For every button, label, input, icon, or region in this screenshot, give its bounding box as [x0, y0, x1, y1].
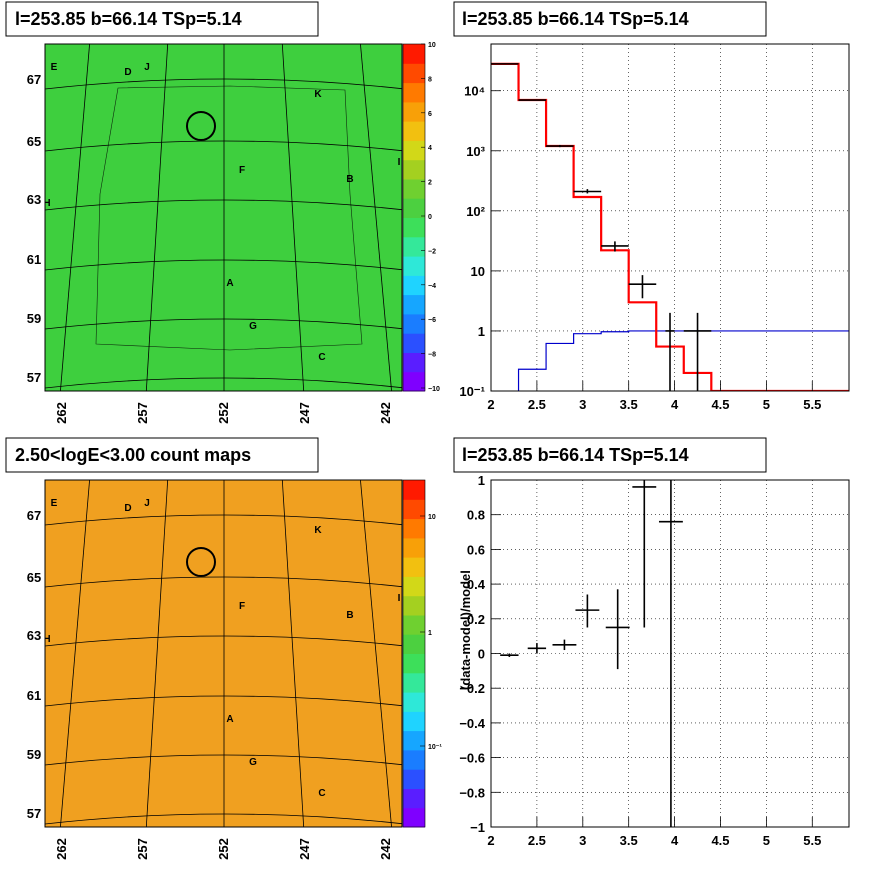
map-background [45, 44, 402, 391]
ts-map-image [45, 44, 402, 391]
ts-map-title-box [5, 1, 319, 37]
ts-map-title: l=253.85 b=66.14 TSp=5.14 [15, 9, 242, 29]
